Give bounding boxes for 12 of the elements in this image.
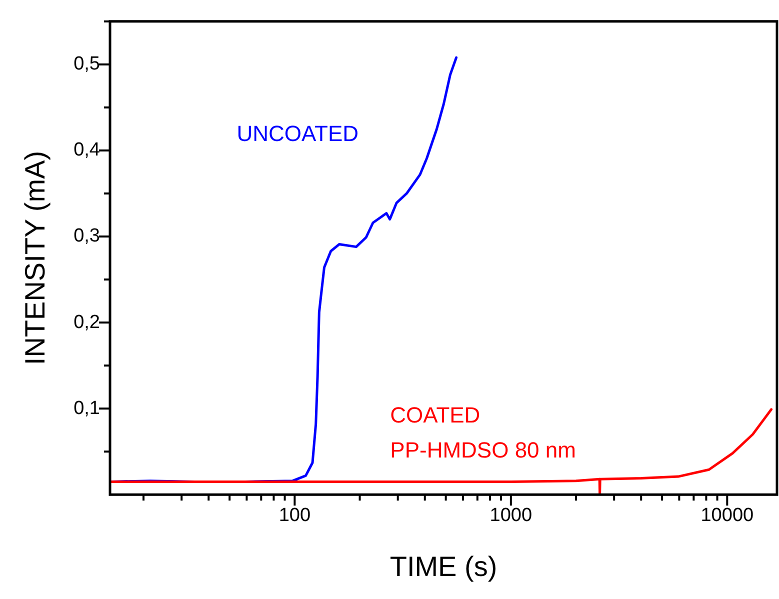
y-tick-label: 0,5 xyxy=(74,54,100,75)
x-tick-label: 10000 xyxy=(700,505,754,526)
x-tick-label: 100 xyxy=(278,505,311,526)
x-tick-label: 1000 xyxy=(490,505,532,526)
x-axis-title: TIME (s) xyxy=(390,550,498,582)
series-label: COATED PP-HMDSO 80 nm xyxy=(390,402,576,463)
y-tick-label: 0,3 xyxy=(74,226,100,247)
y-tick-label: 0,2 xyxy=(74,312,100,333)
y-axis-title: INTENSITY (mA) xyxy=(20,150,51,366)
y-tick-label: 0,4 xyxy=(74,140,100,161)
y-tick-label: 0,1 xyxy=(74,398,100,419)
text: UNCOATED xyxy=(236,121,359,146)
